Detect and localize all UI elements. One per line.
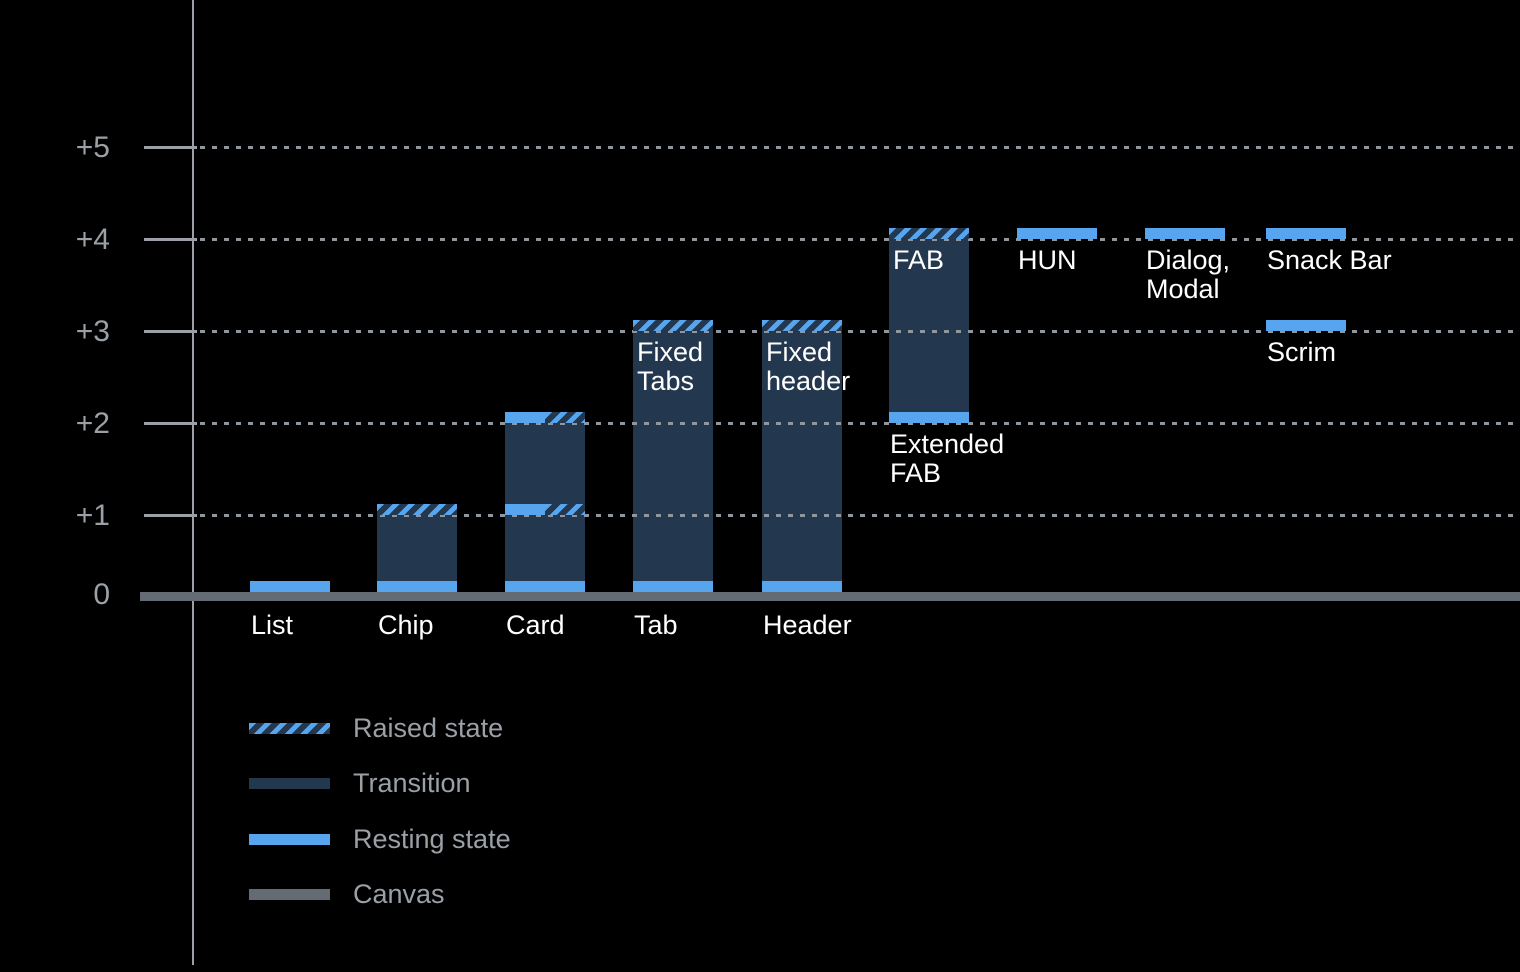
legend-swatch-transition [249,778,330,789]
bar-extended-fab-resting [889,412,969,423]
y-tick-label-+5: +5 [75,131,110,164]
bar-chip-resting [377,581,457,592]
gridline-+2 [200,422,1520,425]
tick-line-+2 [144,422,197,425]
label-inside-extended-fab: FAB [893,245,945,275]
label-hun: HUN [1018,245,1077,275]
bar-card-mid-raised-1 [545,504,585,515]
y-tick-label-+3: +3 [75,315,110,348]
bar-scrim-resting [1266,320,1346,331]
label-inside-header: Fixed header [766,337,851,396]
label-card: Card [506,610,565,640]
bar-card-transition [505,412,585,592]
gridline-+3 [200,330,1520,333]
tick-line-+4 [144,238,197,241]
bar-extended-fab-transition [889,228,969,423]
tick-line-+1 [144,514,197,517]
legend-label-resting: Resting state [353,824,511,854]
gridline-+1 [200,514,1520,517]
bar-chip-transition [377,504,457,592]
bar-header-resting [762,581,842,592]
gridline-+5 [200,146,1520,149]
y-tick-label-+1: +1 [75,499,110,532]
legend-swatch-raised [249,723,330,734]
bar-tab-transition [633,320,713,592]
label-dialog-modal: Dialog, Modal [1146,245,1231,304]
label-scrim: Scrim [1267,337,1336,367]
bar-card-resting [505,581,585,592]
bar-extended-fab-raised [889,228,969,239]
bar-tab-resting [633,581,713,592]
bar-snack-bar-resting [1266,228,1346,239]
bar-header-raised [762,320,842,331]
label-tab: Tab [634,610,678,640]
label-header: Header [763,610,852,640]
legend-label-transition: Transition [353,768,471,798]
canvas-line [140,592,1520,601]
label-list: List [251,610,294,640]
bar-list-resting [250,581,330,592]
label-extended-fab: Extended FAB [890,429,1005,488]
y-tick-label-+2: +2 [75,407,110,440]
bar-card-top-raised [545,412,585,423]
legend-label-canvas: Canvas [353,879,445,909]
bar-chip-raised [377,504,457,515]
bar-card-mid-resting-1 [505,504,545,515]
bar-header-transition [762,320,842,592]
tick-line-+5 [144,146,197,149]
y-tick-label-+4: +4 [75,223,110,256]
y-axis-line [192,0,194,965]
tick-line-+3 [144,330,197,333]
legend-swatch-canvas [249,889,330,900]
y-tick-label-0: 0 [93,578,110,611]
gridline-+4 [200,238,1520,241]
bar-card-top-resting [505,412,545,423]
bar-tab-raised [633,320,713,331]
legend-label-raised: Raised state [353,713,504,743]
label-inside-tab: Fixed Tabs [637,337,704,396]
bar-dialog-modal-resting [1145,228,1225,239]
bar-hun-resting [1017,228,1097,239]
legend-swatch-resting [249,834,330,845]
label-chip: Chip [378,610,434,640]
label-snack-bar: Snack Bar [1267,245,1392,275]
